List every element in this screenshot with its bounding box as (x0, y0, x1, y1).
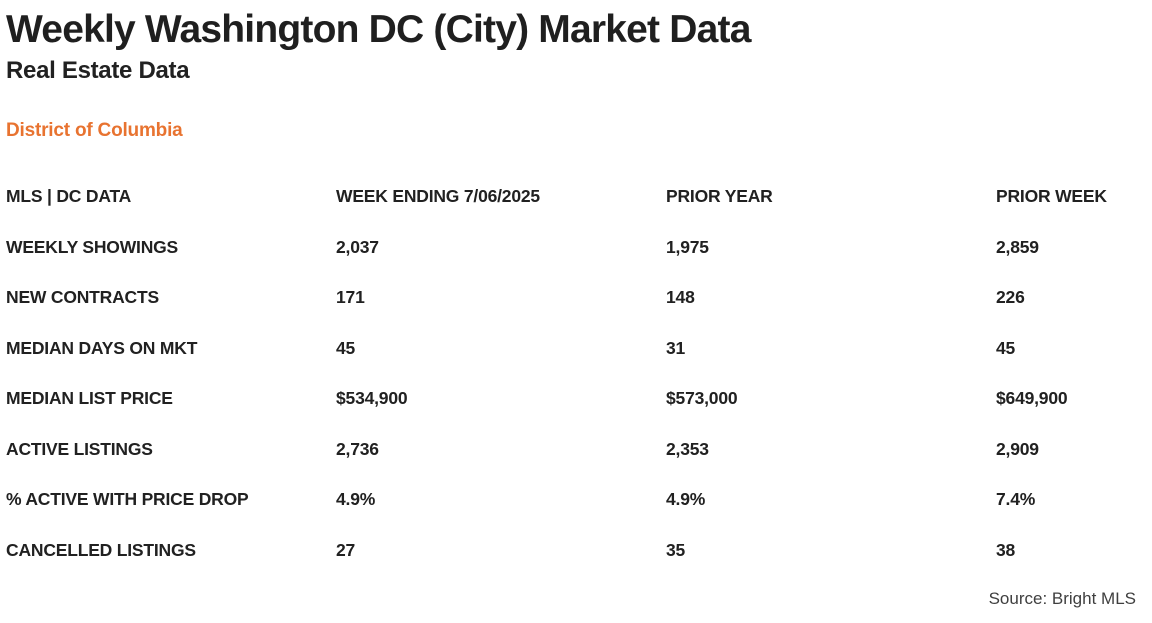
table-header-row: MLS | DC DATA WEEK ENDING 7/06/2025 PRIOR … (6, 186, 1136, 237)
row-value: 2,859 (996, 236, 1039, 257)
row-value: 31 (666, 337, 686, 358)
row-value: 148 (666, 287, 695, 308)
row-label: CANCELLED LISTINGS (6, 539, 196, 560)
market-data-table: MLS | DC DATA WEEK ENDING 7/06/2025 PRIOR … (6, 186, 1136, 590)
row-label: % ACTIVE WITH PRICE DROP (6, 489, 249, 510)
table-body: WEEKLY SHOWINGS 2,037 1,975 2,859 NEW CONTRA… (6, 237, 1136, 591)
page-subtitle: Real Estate Data (6, 56, 190, 84)
table-row: ACTIVE LISTINGS 2,736 2,353 2,909 (6, 439, 1136, 490)
table-row: WEEKLY SHOWINGS 2,037 1,975 2,859 (6, 237, 1136, 288)
page-title: Weekly Washington DC (City) Market Data (6, 8, 751, 51)
row-value: 226 (996, 287, 1025, 308)
row-value: 45 (996, 337, 1016, 358)
table-row: CANCELLED LISTINGS 27 35 38 (6, 540, 1136, 591)
row-label: WEEKLY SHOWINGS (6, 236, 179, 257)
row-value: 45 (336, 337, 356, 358)
source-attribution: Source: Bright MLS (988, 589, 1136, 608)
row-value: 27 (336, 539, 356, 560)
table-row: MEDIAN DAYS ON MKT 45 31 45 (6, 338, 1136, 389)
row-value: 171 (336, 287, 365, 308)
row-value: 4.9% (336, 489, 376, 510)
column-header: PRIOR YEAR (666, 186, 773, 207)
table-row: NEW CONTRACTS 171 148 226 (6, 287, 1136, 338)
row-value: 7.4% (996, 489, 1036, 510)
row-label-column-header: MLS | DC DATA (6, 186, 132, 207)
table-row: MEDIAN LIST PRICE $534,900 $573,000 $649,90… (6, 388, 1136, 439)
row-value: 38 (996, 539, 1016, 560)
row-value: $534,900 (336, 388, 408, 409)
row-value: $573,000 (666, 388, 738, 409)
region-label: District of Columbia (6, 120, 183, 142)
row-value: $649,900 (996, 388, 1068, 409)
row-value: 4.9% (666, 489, 706, 510)
row-label: MEDIAN DAYS ON MKT (6, 337, 198, 358)
row-value: 2,736 (336, 438, 379, 459)
row-value: 2,037 (336, 236, 379, 257)
row-label: ACTIVE LISTINGS (6, 438, 153, 459)
column-header: WEEK ENDING 7/06/2025 (336, 186, 540, 207)
column-header: PRIOR WEEK (996, 186, 1107, 207)
row-label: MEDIAN LIST PRICE (6, 388, 173, 409)
row-value: 2,909 (996, 438, 1039, 459)
table-row: % ACTIVE WITH PRICE DROP 4.9% 4.9% 7.4% (6, 489, 1136, 540)
row-value: 1,975 (666, 236, 709, 257)
row-label: NEW CONTRACTS (6, 287, 159, 308)
row-value: 35 (666, 539, 686, 560)
row-value: 2,353 (666, 438, 709, 459)
